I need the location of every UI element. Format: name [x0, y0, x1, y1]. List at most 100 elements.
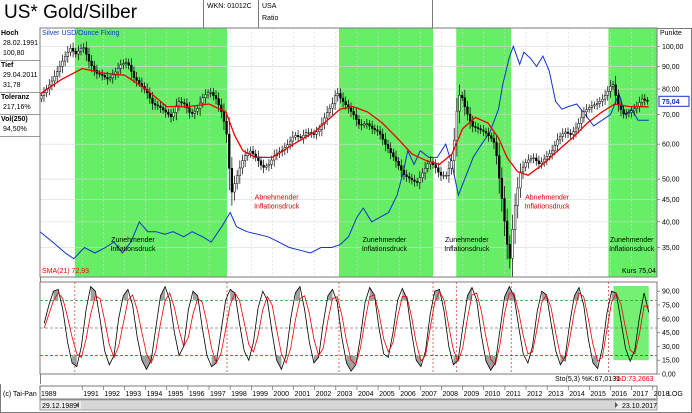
annotation-line2: Inflationsdruck [525, 203, 571, 210]
candle-body [175, 105, 178, 113]
candle-body [405, 174, 408, 177]
candle-body [397, 160, 400, 166]
candle-body [66, 51, 69, 57]
x-tick-label: 1997 [210, 391, 226, 398]
stoch-y-tick-label: 90,00 [662, 289, 680, 296]
header-divider [258, 0, 260, 28]
x-axis: 1989 1991 1992 1993 1994 1995 1996 1997 1998 1999… [39, 385, 669, 400]
scroll-start-date: 29.12.1989 [42, 403, 77, 410]
category-label: Ratio [262, 15, 279, 22]
x-tick-label: 2002 [316, 391, 332, 398]
candle-body [482, 129, 485, 132]
stoch-y-tick-label: 60,00 [662, 316, 680, 323]
candle-body [426, 163, 429, 169]
candle-body [511, 229, 514, 259]
candle-body [463, 97, 466, 108]
candle-body [548, 153, 551, 157]
y-axis-unit: Punkte [660, 30, 682, 37]
scroll-right-icon[interactable] [615, 402, 618, 408]
candle-body [103, 75, 106, 78]
candle-body [516, 187, 519, 206]
x-tick-label: 2014 [569, 391, 585, 398]
tief-value: 31,78 [3, 82, 21, 89]
candle-body [336, 93, 339, 97]
candle-body [524, 162, 527, 168]
candle-body [40, 95, 43, 100]
candle-body [492, 138, 496, 143]
candle-body [138, 80, 141, 84]
main-y-axis: 35,00 40,00 45,00 50,00 60,00 70,00 80,00 90,00… [657, 44, 690, 252]
candle-body [204, 94, 207, 99]
stoch-overbought-fill [295, 286, 300, 301]
log-toggle[interactable]: LOG [668, 391, 683, 398]
x-tick-label: 2004 [358, 391, 374, 398]
x-tick-label: 1994 [147, 391, 163, 398]
candle-body [111, 74, 114, 79]
x-tick-label: 2017 [633, 391, 649, 398]
candle-body [447, 167, 451, 176]
candle-body [408, 176, 411, 179]
candle-body [450, 160, 453, 169]
candle-body [402, 169, 406, 176]
x-tick-label: 1991 [83, 391, 99, 398]
stoch-overbought-fill [434, 289, 440, 301]
candle-body [299, 136, 302, 139]
candle-body [333, 95, 337, 104]
candle-body [241, 160, 244, 169]
scrollbar-thumb[interactable] [81, 401, 616, 409]
scroll-left-icon[interactable] [76, 402, 79, 408]
candle-body [98, 73, 101, 75]
stoch-overbought-fill [541, 291, 547, 301]
timeline-scrollbar[interactable]: 29.12.1989 23.10.2017 [39, 399, 658, 411]
y-tick-label: 35,00 [662, 245, 680, 252]
tief-label: Tief [1, 62, 14, 69]
candle-body [201, 97, 204, 104]
candle-body [389, 148, 392, 153]
candle-body [355, 114, 358, 120]
stoch-plot-border [39, 281, 658, 375]
x-tick-label: 2007 [421, 391, 437, 398]
candle-body [598, 101, 601, 104]
candle-body [291, 136, 294, 142]
candle-body [532, 157, 535, 159]
legend-stoch-d: %D:73,2663 [615, 376, 654, 383]
candle-body [212, 92, 215, 96]
hoch-value: 100,80 [3, 50, 25, 57]
candle-body [312, 133, 316, 135]
current-value-box [658, 95, 690, 107]
candle-body [209, 92, 212, 94]
candle-body [521, 166, 525, 173]
candle-body [373, 128, 376, 131]
x-tick-label: 2005 [379, 391, 395, 398]
candle-body [445, 175, 448, 177]
candle-body [130, 64, 133, 72]
hoch-date: 28.02.1991 [3, 40, 39, 47]
main-price-panel: Zunehmender Inflationsdruck Zunehmender Inf… [39, 27, 658, 278]
page-title: US* Gold/Silber [4, 2, 138, 23]
candle-body [63, 56, 67, 62]
candle-body [135, 77, 138, 81]
candle-body [191, 112, 194, 114]
candle-body [193, 110, 196, 114]
legend-sma: SMA(21) 72,93 [42, 268, 89, 275]
candle-body [593, 104, 596, 107]
stoch-overbought-fill [611, 291, 617, 301]
x-tick-label: 2015 [590, 391, 606, 398]
candle-body [74, 50, 77, 55]
candle-body [588, 107, 591, 110]
annotation-line2: Inflationsdruck [254, 203, 300, 210]
candle-body [627, 112, 631, 114]
annotation-line1: Zunehmender [363, 237, 407, 244]
candle-body [455, 110, 459, 141]
legend-stoch-k: Sto(5,3) %K:67,0131 [555, 376, 620, 383]
candle-body [77, 50, 80, 55]
annotation-line1: Zunehmender [610, 237, 654, 244]
candle-body [217, 98, 220, 106]
candle-body [225, 121, 228, 135]
y-tick-label: 90,00 [662, 64, 680, 71]
y-tick-label: 40,00 [662, 219, 680, 226]
candle-body [79, 48, 83, 52]
candle-body [413, 179, 416, 182]
candle-body [352, 111, 355, 116]
candle-body [476, 127, 480, 130]
